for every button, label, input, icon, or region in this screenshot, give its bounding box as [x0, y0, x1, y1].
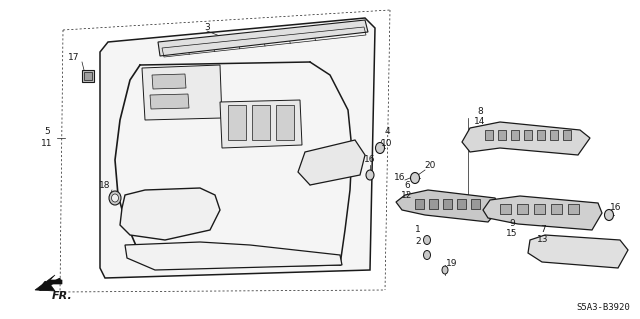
Polygon shape	[563, 130, 571, 140]
Text: 14: 14	[474, 117, 486, 127]
Ellipse shape	[424, 235, 431, 244]
Text: 9: 9	[509, 219, 515, 228]
Text: 18: 18	[99, 181, 111, 189]
Polygon shape	[252, 105, 270, 140]
Ellipse shape	[111, 194, 118, 202]
Text: 19: 19	[446, 258, 458, 268]
Polygon shape	[120, 188, 220, 240]
Ellipse shape	[410, 173, 419, 183]
Polygon shape	[550, 130, 558, 140]
Text: 5: 5	[44, 128, 50, 137]
Polygon shape	[84, 72, 92, 80]
Polygon shape	[443, 199, 452, 209]
Text: 20: 20	[424, 160, 436, 169]
Polygon shape	[528, 235, 628, 268]
Polygon shape	[483, 196, 602, 230]
Text: 15: 15	[506, 229, 518, 239]
Ellipse shape	[442, 266, 448, 274]
Text: 13: 13	[537, 235, 548, 244]
Polygon shape	[429, 199, 438, 209]
Polygon shape	[511, 130, 519, 140]
Polygon shape	[396, 190, 500, 222]
Polygon shape	[500, 204, 511, 214]
Text: 8: 8	[477, 108, 483, 116]
Polygon shape	[462, 122, 590, 155]
Polygon shape	[498, 130, 506, 140]
Text: 16: 16	[611, 203, 621, 211]
Text: 6: 6	[404, 181, 410, 189]
Polygon shape	[568, 204, 579, 214]
Polygon shape	[142, 65, 222, 120]
Polygon shape	[551, 204, 562, 214]
Polygon shape	[471, 199, 480, 209]
Polygon shape	[228, 105, 246, 140]
Text: 3: 3	[204, 23, 210, 32]
Polygon shape	[125, 242, 342, 270]
Polygon shape	[415, 199, 424, 209]
Ellipse shape	[605, 210, 614, 220]
Polygon shape	[220, 100, 302, 148]
Text: 2: 2	[415, 238, 421, 247]
Text: 7: 7	[540, 226, 546, 234]
Polygon shape	[534, 204, 545, 214]
Polygon shape	[82, 70, 94, 82]
Text: 1: 1	[415, 226, 421, 234]
Polygon shape	[524, 130, 532, 140]
Polygon shape	[537, 130, 545, 140]
Polygon shape	[152, 74, 186, 89]
Polygon shape	[517, 204, 528, 214]
Ellipse shape	[109, 191, 121, 205]
Text: FR.: FR.	[52, 291, 73, 301]
Ellipse shape	[376, 143, 385, 153]
Polygon shape	[485, 130, 493, 140]
Text: 4: 4	[384, 128, 390, 137]
Ellipse shape	[366, 170, 374, 180]
Ellipse shape	[424, 250, 431, 259]
Polygon shape	[150, 94, 189, 109]
Text: 16: 16	[394, 174, 406, 182]
Text: 11: 11	[41, 139, 52, 149]
Polygon shape	[457, 199, 466, 209]
Text: 10: 10	[381, 138, 393, 147]
Text: S5A3-B3920: S5A3-B3920	[576, 303, 630, 313]
Polygon shape	[35, 275, 62, 291]
Polygon shape	[100, 18, 375, 278]
Polygon shape	[298, 140, 365, 185]
Text: 17: 17	[68, 54, 80, 63]
Polygon shape	[276, 105, 294, 140]
Text: 16: 16	[364, 155, 376, 165]
Polygon shape	[158, 20, 368, 56]
Text: 12: 12	[401, 190, 413, 199]
